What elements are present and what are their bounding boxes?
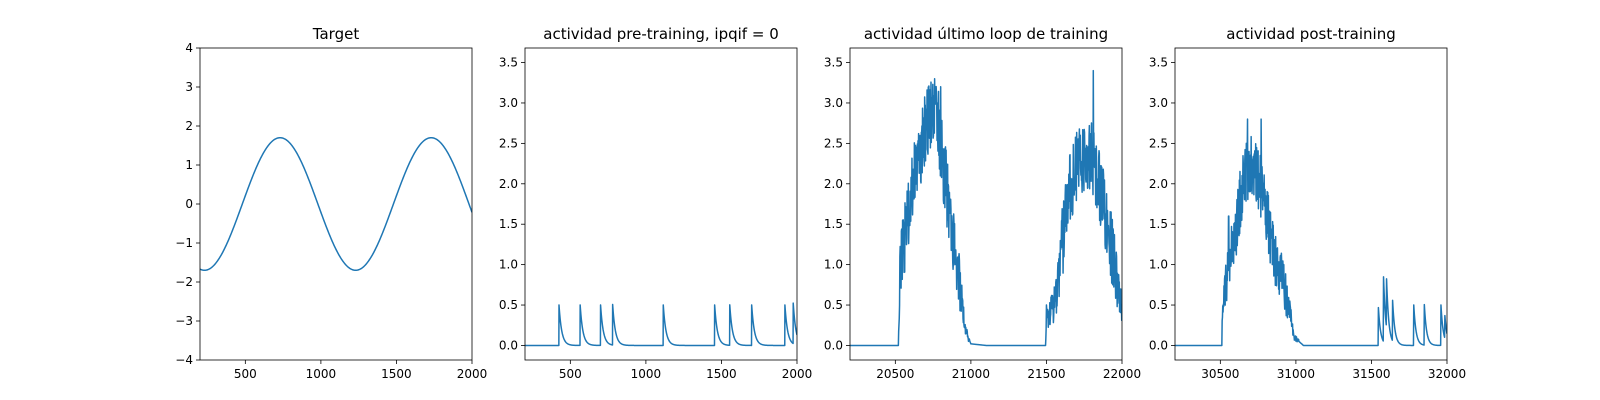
x-tick-label: 1000 bbox=[306, 367, 337, 381]
series-line bbox=[850, 69, 1122, 347]
y-tick-label: 0.5 bbox=[1149, 298, 1168, 312]
y-tick-label: 1.5 bbox=[1149, 217, 1168, 231]
y-tick-label: 2.0 bbox=[824, 177, 843, 191]
x-tick-label: 20500 bbox=[876, 367, 914, 381]
y-tick-label: 3 bbox=[185, 80, 193, 94]
axes-frame bbox=[1174, 47, 1448, 361]
y-tick-label: −3 bbox=[175, 314, 193, 328]
y-tick-label: 1.0 bbox=[499, 258, 518, 272]
y-tick-label: 3.5 bbox=[824, 56, 843, 70]
axes-frame bbox=[849, 47, 1123, 361]
x-tick-label: 21500 bbox=[1027, 367, 1065, 381]
y-tick-label: −4 bbox=[175, 353, 193, 367]
y-tick-label: 2.0 bbox=[499, 177, 518, 191]
y-tick-label: 1.0 bbox=[1149, 258, 1168, 272]
x-tick-label: 31500 bbox=[1352, 367, 1390, 381]
x-tick-label: 2000 bbox=[782, 367, 813, 381]
y-tick-label: 0.0 bbox=[499, 338, 518, 352]
subplot-post-training: actividad post-training 30500 31000 31500 32… bbox=[1149, 25, 1466, 381]
axes-frame bbox=[524, 47, 798, 361]
x-tick-label: 30500 bbox=[1201, 367, 1239, 381]
y-tick-label: 0.5 bbox=[499, 298, 518, 312]
y-tick-label: 1.0 bbox=[824, 258, 843, 272]
y-tick-label: 4 bbox=[185, 41, 193, 55]
y-tick-label: 1.5 bbox=[499, 217, 518, 231]
x-tick-label: 22000 bbox=[1103, 367, 1141, 381]
subplot-pre-training: actividad pre-training, ipqif = 0 500 1000… bbox=[499, 25, 812, 381]
series-line bbox=[200, 136, 472, 272]
y-tick-label: 0 bbox=[185, 197, 193, 211]
y-tick-label: 2 bbox=[185, 119, 193, 133]
y-tick-label: −2 bbox=[175, 275, 193, 289]
x-tick-label: 500 bbox=[234, 367, 257, 381]
series-line bbox=[1175, 118, 1447, 347]
x-tick-label: 1000 bbox=[631, 367, 662, 381]
y-tick-label: 3.0 bbox=[824, 96, 843, 110]
y-tick-label: 2.5 bbox=[824, 136, 843, 150]
subplot-title: Target bbox=[312, 25, 360, 43]
y-tick-label: 3.0 bbox=[499, 96, 518, 110]
y-tick-label: 2.5 bbox=[499, 136, 518, 150]
y-tick-label: 2.5 bbox=[1149, 136, 1168, 150]
subplot-title: actividad último loop de training bbox=[864, 25, 1108, 43]
subplot-title: actividad pre-training, ipqif = 0 bbox=[543, 25, 779, 43]
y-tick-label: 0.5 bbox=[824, 298, 843, 312]
y-tick-label: 1.5 bbox=[824, 217, 843, 231]
subplot-last-training-loop: actividad último loop de training 20500 21… bbox=[824, 25, 1141, 381]
y-tick-label: 3.0 bbox=[1149, 96, 1168, 110]
x-tick-label: 31000 bbox=[1277, 367, 1315, 381]
series-line bbox=[525, 302, 797, 347]
subplot-target: Target 500 1000 1500 2000 −4 −3 −2 −1 0 1 2 3 4 bbox=[175, 25, 487, 381]
y-tick-label: 2.0 bbox=[1149, 177, 1168, 191]
y-tick-label: 0.0 bbox=[824, 338, 843, 352]
y-tick-label: 3.5 bbox=[499, 56, 518, 70]
x-tick-label: 1500 bbox=[381, 367, 412, 381]
axes-frame bbox=[199, 47, 473, 361]
y-tick-label: 0.0 bbox=[1149, 338, 1168, 352]
x-tick-label: 2000 bbox=[457, 367, 488, 381]
y-tick-label: 1 bbox=[185, 158, 193, 172]
x-tick-label: 32000 bbox=[1428, 367, 1466, 381]
x-tick-label: 500 bbox=[559, 367, 582, 381]
x-tick-label: 1500 bbox=[706, 367, 737, 381]
x-tick-label: 21000 bbox=[952, 367, 990, 381]
y-tick-label: 3.5 bbox=[1149, 56, 1168, 70]
subplot-title: actividad post-training bbox=[1226, 25, 1395, 43]
y-tick-label: −1 bbox=[175, 236, 193, 250]
